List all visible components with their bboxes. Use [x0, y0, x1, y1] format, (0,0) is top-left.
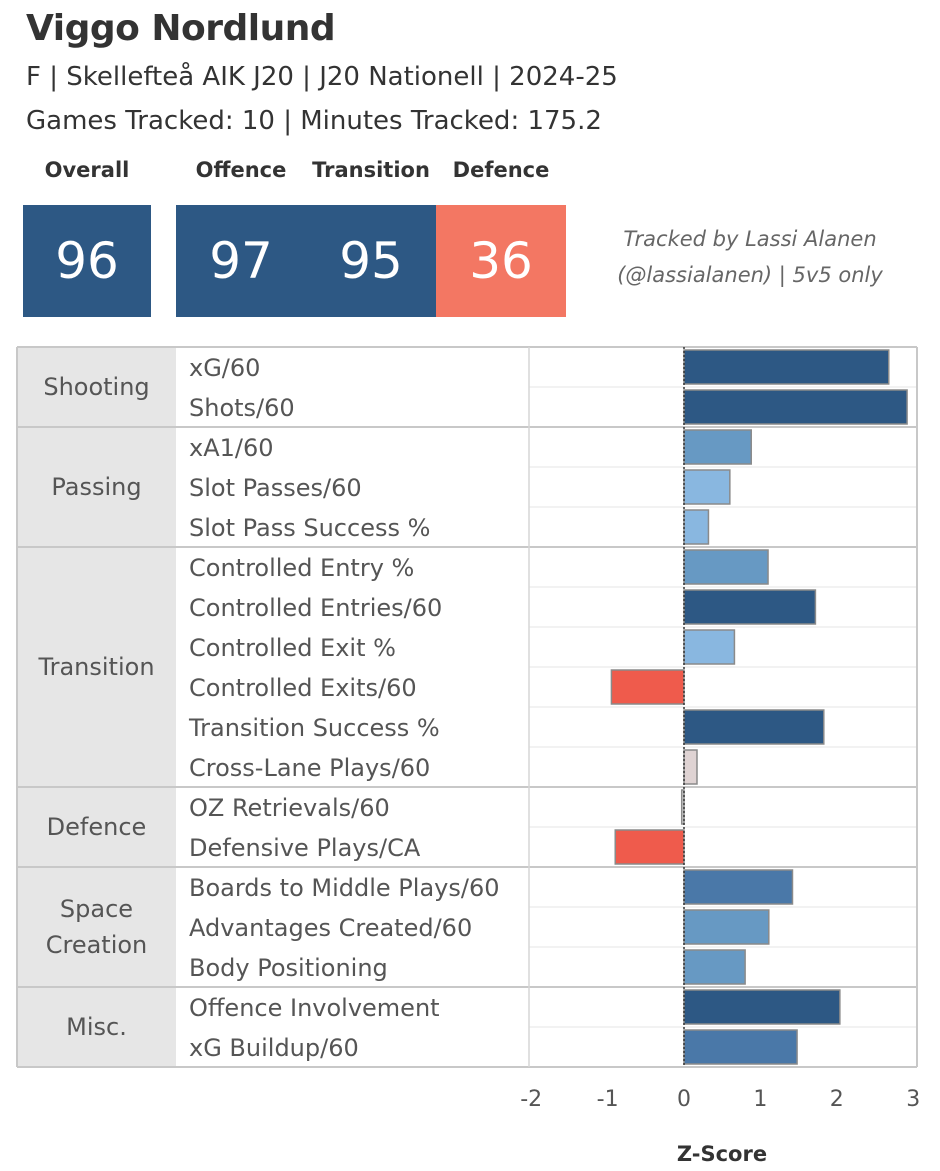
bar — [683, 469, 731, 505]
metric-label: Controlled Entry % — [189, 554, 414, 582]
score-defence: 36 — [436, 205, 566, 317]
score-label-overall: Overall — [44, 158, 130, 182]
bar — [683, 949, 746, 985]
metric-label: Controlled Exit % — [189, 634, 396, 662]
score-label-defence: Defence — [452, 158, 550, 182]
metric-label: Slot Pass Success % — [189, 514, 430, 542]
bar — [683, 549, 769, 585]
bar — [683, 709, 825, 745]
x-tick-label: 1 — [753, 1087, 767, 1112]
category-label: Space — [60, 895, 133, 923]
metric-label: xG Buildup/60 — [189, 1034, 359, 1062]
x-tick-label: 0 — [677, 1087, 691, 1112]
bar — [683, 909, 770, 945]
score-overall: 96 — [23, 205, 151, 317]
bar — [683, 989, 841, 1025]
category-label: Misc. — [66, 1013, 127, 1041]
category-cell — [17, 987, 176, 1067]
x-axis-title: Z-Score — [677, 1142, 767, 1166]
category-label: Transition — [37, 653, 154, 681]
score-label-transition: Transition — [312, 158, 430, 182]
metric-label: Boards to Middle Plays/60 — [189, 874, 499, 902]
score-offence: 97 — [176, 205, 306, 317]
tracked-info: Games Tracked: 10 | Minutes Tracked: 175… — [26, 106, 602, 136]
bar — [614, 829, 685, 865]
metric-label: Shots/60 — [189, 394, 295, 422]
category-cell — [17, 347, 176, 427]
metric-label: Defensive Plays/CA — [189, 834, 421, 862]
bar — [683, 1029, 798, 1065]
credit-line-1: Tracked by Lassi Alanen — [623, 227, 877, 251]
category-label: Shooting — [43, 373, 149, 401]
credit-line-2: (@lassialanen) | 5v5 only — [617, 263, 883, 287]
metric-label: xA1/60 — [189, 434, 274, 462]
bar — [683, 349, 890, 385]
category-cell — [17, 547, 176, 787]
category-label: Passing — [51, 473, 141, 501]
bar — [683, 589, 817, 625]
score-label-offence: Offence — [195, 158, 287, 182]
x-tick-label: -1 — [597, 1087, 619, 1112]
bar — [683, 389, 908, 425]
category-cell — [17, 787, 176, 867]
bar — [683, 629, 736, 665]
category-label: Creation — [46, 931, 148, 959]
metric-label: Transition Success % — [188, 714, 440, 742]
x-tick-label: 3 — [906, 1087, 920, 1112]
metric-label: Controlled Entries/60 — [189, 594, 442, 622]
score-transition: 95 — [306, 205, 436, 317]
metric-label: Cross-Lane Plays/60 — [189, 754, 430, 782]
bar — [610, 669, 685, 705]
metric-label: Slot Passes/60 — [189, 474, 362, 502]
bar — [683, 869, 794, 905]
player-name: Viggo Nordlund — [26, 8, 336, 49]
metric-label: OZ Retrievals/60 — [189, 794, 390, 822]
bar — [683, 749, 698, 785]
player-subtitle: F | Skellefteå AIK J20 | J20 Nationell |… — [26, 62, 618, 92]
metric-label: Advantages Created/60 — [189, 914, 472, 942]
bar — [683, 429, 752, 465]
category-cell — [17, 427, 176, 547]
category-cell — [17, 867, 176, 987]
metric-label: xG/60 — [189, 354, 260, 382]
metric-label: Offence Involvement — [189, 994, 440, 1022]
category-label: Defence — [47, 813, 147, 841]
x-tick-label: -2 — [520, 1087, 542, 1112]
metric-label: Controlled Exits/60 — [189, 674, 417, 702]
metric-label: Body Positioning — [189, 954, 388, 982]
x-tick-label: 2 — [830, 1087, 844, 1112]
bar — [683, 509, 710, 545]
